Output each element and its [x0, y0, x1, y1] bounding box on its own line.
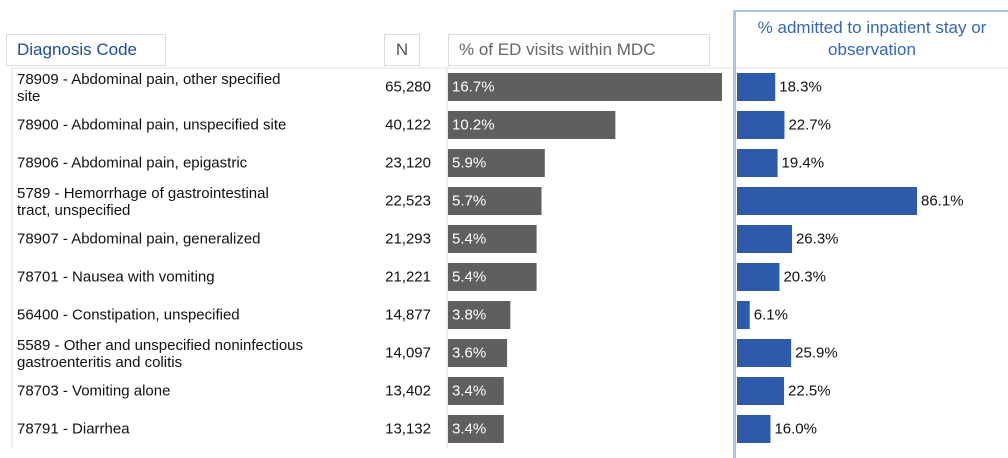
ed-bar-label: 3.4% — [452, 421, 486, 438]
ed-bar — [448, 301, 511, 329]
ed-bar-label: 3.8% — [452, 307, 486, 324]
n-value: 21,293 — [385, 231, 431, 248]
ed-bar — [448, 149, 545, 177]
ed-bar-label: 16.7% — [452, 79, 495, 96]
admit-bar — [737, 301, 750, 329]
header-pct-admitted[interactable]: % admitted to inpatient stay or observat… — [736, 10, 1008, 66]
category-label: 78900 - Abdominal pain, unspecified site — [17, 117, 286, 134]
admit-bar — [737, 225, 792, 253]
header-diagnosis-code[interactable]: Diagnosis Code — [6, 34, 166, 66]
admit-bar-label: 26.3% — [796, 231, 839, 248]
admit-bar — [737, 111, 785, 139]
n-value: 14,097 — [385, 345, 431, 362]
ed-bar — [448, 187, 542, 215]
ed-bar-label: 5.7% — [452, 193, 486, 210]
ed-bar — [448, 415, 504, 443]
admit-bar — [737, 149, 778, 177]
admit-bar-label: 19.4% — [782, 155, 825, 172]
category-label: 56400 - Constipation, unspecified — [17, 307, 240, 324]
n-value: 13,402 — [385, 383, 431, 400]
admit-bar-label: 16.0% — [774, 421, 817, 438]
header-n[interactable]: N — [384, 34, 420, 66]
category-label: 78701 - Nausea with vomiting — [17, 269, 215, 286]
category-label: 5589 - Other and unspecified noninfectio… — [17, 337, 303, 371]
category-label: 78907 - Abdominal pain, generalized — [17, 231, 261, 248]
ed-bar — [448, 263, 537, 291]
ed-bar — [448, 225, 537, 253]
ed-bar — [448, 339, 508, 367]
admit-bar-label: 22.7% — [788, 117, 831, 134]
ed-bar-label: 5.4% — [452, 269, 486, 286]
n-value: 21,221 — [385, 269, 431, 286]
admit-bar — [737, 187, 917, 215]
admit-bar — [737, 73, 776, 101]
ed-bar — [448, 377, 504, 405]
category-label: 78791 - Diarrhea — [17, 421, 130, 438]
admit-bar-label: 20.3% — [783, 269, 826, 286]
admit-bar-label: 22.5% — [788, 383, 831, 400]
n-value: 40,122 — [385, 117, 431, 134]
ed-bar — [448, 111, 616, 139]
admit-bar — [737, 377, 785, 405]
n-value: 22,523 — [385, 193, 431, 210]
admit-bar — [737, 339, 792, 367]
admit-bar-label: 86.1% — [921, 193, 964, 210]
n-value: 65,280 — [385, 79, 431, 96]
ed-bar — [448, 73, 722, 101]
header-pct-ed-visits[interactable]: % of ED visits within MDC — [448, 34, 710, 66]
ed-bar-label: 3.6% — [452, 345, 486, 362]
n-value: 14,877 — [385, 307, 431, 324]
admit-bar-label: 18.3% — [779, 79, 822, 96]
category-label: 78703 - Vomiting alone — [17, 383, 170, 400]
admit-bar — [737, 263, 780, 291]
admit-bar-label: 25.9% — [795, 345, 838, 362]
admit-bar — [737, 415, 771, 443]
ed-bar-label: 5.9% — [452, 155, 486, 172]
ed-bar-label: 3.4% — [452, 383, 486, 400]
category-label: 78909 - Abdominal pain, other specified s… — [17, 71, 281, 105]
ed-bar-label: 10.2% — [452, 117, 495, 134]
category-label: 78906 - Abdominal pain, epigastric — [17, 155, 248, 172]
n-value: 13,132 — [385, 421, 431, 438]
n-value: 23,120 — [385, 155, 431, 172]
ed-bar-label: 5.4% — [452, 231, 486, 248]
category-label: 5789 - Hemorrhage of gastrointestinal tra… — [17, 185, 269, 219]
admit-bar-label: 6.1% — [754, 307, 788, 324]
